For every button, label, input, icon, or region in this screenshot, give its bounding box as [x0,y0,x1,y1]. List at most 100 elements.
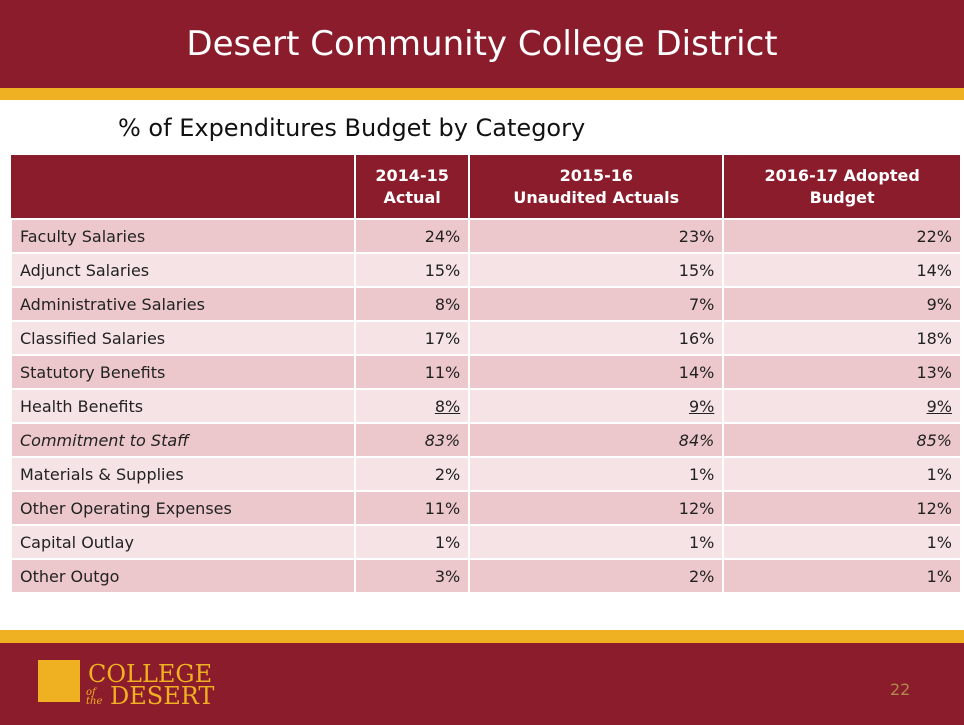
value-cell: 1% [353,524,470,559]
value-cell: 8% [353,388,470,423]
label-cell: Statutory Benefits [10,354,355,389]
logo-icon [38,660,80,702]
cell-label: Health Benefits [20,396,144,416]
value-cell: 84% [468,422,724,457]
header-cell: 2014-15 Actual [353,155,470,219]
table-row: Classified Salaries 17% 16% 18% [10,320,960,355]
label-cell: Commitment to Staff [10,422,355,457]
value-cell: 13% [722,354,960,389]
value-cell: 9% [722,388,960,423]
value-cell: 11% [353,490,470,525]
value-cell: 2% [468,558,724,592]
cell-label: Other Operating Expenses [20,498,232,518]
cell-value: 2% [688,566,715,586]
value-cell: 1% [468,524,724,559]
header-cell: 2015-16 Unaudited Actuals [468,155,724,219]
page-number: 22 [890,680,911,699]
value-cell: 14% [722,252,960,287]
value-cell: 18% [722,320,960,355]
header-text: 2016-17 Adopted [764,165,920,185]
footer-banner [0,643,964,725]
cell-value: 1% [926,532,952,552]
title-banner [0,0,964,88]
header-text: Actual [383,187,441,207]
cell-value: 9% [926,396,952,416]
label-cell: Adjunct Salaries [10,252,355,287]
value-cell: 7% [468,286,724,321]
label-cell: Classified Salaries [10,320,355,355]
cell-value: 22% [916,226,952,246]
cell-label: Classified Salaries [20,328,166,348]
expenditure-table: 2014-15 Actual 2015-16 Unaudited Actuals 201… [10,155,960,592]
cell-label: Materials & Supplies [20,464,184,484]
value-cell: 8% [353,286,470,321]
table-row: Statutory Benefits 11% 14% 13% [10,354,960,389]
value-cell: 85% [722,422,960,457]
cell-value: 9% [926,294,952,314]
table-row: Capital Outlay 1% 1% 1% [10,524,960,559]
value-cell: 3% [353,558,470,592]
cell-value: 2% [434,464,461,484]
cell-label: Adjunct Salaries [20,260,150,280]
label-cell: Capital Outlay [10,524,355,559]
cell-value: 8% [434,396,461,416]
header-text: 2015-16 [559,165,633,185]
value-cell: 1% [722,524,960,559]
value-cell: 2% [353,456,470,491]
header-text: 2014-15 [375,165,449,185]
cell-value: 8% [434,294,461,314]
table-row: Faculty Salaries 24% 23% 22% [10,218,960,253]
label-cell: Other Operating Expenses [10,490,355,525]
cell-value: 23% [678,226,715,246]
cell-value: 1% [688,532,715,552]
cell-label: Statutory Benefits [20,362,166,382]
cell-value: 12% [678,498,715,518]
value-cell: 9% [722,286,960,321]
table-row: Materials & Supplies 2% 1% 1% [10,456,960,491]
cell-value: 15% [678,260,715,280]
table-row: Administrative Salaries 8% 7% 9% [10,286,960,321]
cell-value: 83% [424,430,461,450]
cell-value: 1% [434,532,461,552]
cell-label: Commitment to Staff [20,430,189,450]
cell-value: 14% [916,260,952,280]
label-cell: Health Benefits [10,388,355,423]
header-row: 2014-15 Actual 2015-16 Unaudited Actuals 201… [11,155,960,219]
value-cell: 1% [468,456,724,491]
cell-value: 11% [424,498,461,518]
value-cell: 11% [353,354,470,389]
value-cell: 22% [722,218,960,253]
gold-stripe [0,88,964,100]
cell-value: 17% [424,328,461,348]
cell-value: 15% [424,260,461,280]
cell-value: 18% [916,328,952,348]
cell-value: 85% [916,430,952,450]
cell-value: 3% [434,566,461,586]
label-cell: Administrative Salaries [10,286,355,321]
gold-stripe [0,630,964,643]
value-cell: 15% [353,252,470,287]
value-cell: 12% [722,490,960,525]
logo-text: DESERT [110,682,215,710]
cell-value: 13% [916,362,952,382]
slide-title: Desert Community College District [186,24,778,64]
cell-label: Faculty Salaries [20,226,146,246]
value-cell: 1% [722,456,960,491]
table-row: Health Benefits 8% 9% 9% [10,388,960,423]
cell-value: 16% [678,328,715,348]
table-row: Other Operating Expenses 11% 12% 12% [10,490,960,525]
cell-value: 1% [926,566,952,586]
table-row: Commitment to Staff 83% 84% 85% [10,422,960,457]
cell-value: 1% [926,464,952,484]
header-cell: 2016-17 Adopted Budget [722,155,960,219]
cell-value: 24% [424,226,461,246]
subtitle: % of Expenditures Budget by Category [118,114,586,142]
cell-label: Other Outgo [20,566,120,586]
cell-value: 11% [424,362,461,382]
value-cell: 24% [353,218,470,253]
cell-label: Administrative Salaries [20,294,205,314]
logo-text: COLLEGE [88,660,213,688]
cell-value: 84% [678,430,715,450]
value-cell: 15% [468,252,724,287]
cell-value: 1% [688,464,715,484]
